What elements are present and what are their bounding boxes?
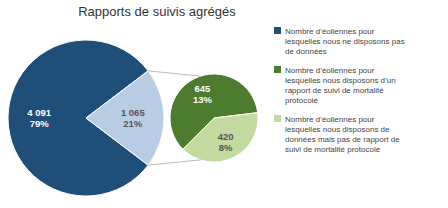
connector bbox=[148, 71, 201, 76]
legend-swatch bbox=[274, 66, 281, 73]
text-line: Nombre d’éoliennes pour bbox=[285, 66, 375, 75]
text-line: 420 bbox=[218, 131, 234, 142]
text-line: lesquelles nous disposons de bbox=[285, 125, 390, 134]
legend: Nombre d’éoliennes pourlesquelles nous n… bbox=[274, 27, 405, 154]
legend-entry: Nombre d’éoliennes pourlesquelles nous d… bbox=[285, 115, 400, 154]
chart: Rapports de suivis agrégés 4 09179% 1 0652… bbox=[0, 0, 448, 208]
data-label: 4 09179% bbox=[27, 107, 51, 129]
slice bbox=[8, 40, 148, 196]
text-line: 1 065 bbox=[121, 107, 145, 118]
text-line: 13% bbox=[193, 94, 213, 105]
slice bbox=[86, 71, 164, 165]
text-line: Nombre d’éoliennes pour bbox=[285, 115, 375, 124]
text-line: suivi de mortalité protocolé bbox=[285, 145, 381, 154]
connector bbox=[148, 160, 201, 165]
text-line: de données bbox=[285, 47, 327, 56]
legend-swatch bbox=[274, 27, 281, 34]
legend-entry: Nombre d’éoliennes pourlesquelles nous d… bbox=[285, 66, 396, 105]
slice bbox=[183, 113, 258, 162]
data-label: 1 06521% bbox=[121, 107, 145, 129]
pie bbox=[170, 74, 258, 162]
text-line: lesquelles nous disposons d’un bbox=[285, 76, 396, 85]
text-line: 4 091 bbox=[27, 107, 51, 118]
title: Rapports de suivis agrégés bbox=[78, 4, 236, 19]
text-line: données mais pas de rapport de bbox=[285, 135, 400, 144]
text-line: 645 bbox=[195, 83, 212, 94]
text-line: 21% bbox=[123, 118, 143, 129]
text-line: protocolé bbox=[285, 96, 318, 105]
text-line: Nombre d’éoliennes pour bbox=[285, 27, 375, 36]
legend-swatch bbox=[274, 115, 281, 122]
text-line: 79% bbox=[30, 118, 50, 129]
text-line: lesquelles nous ne disposons pas bbox=[285, 37, 405, 46]
data-label: 4208% bbox=[218, 131, 234, 153]
pie bbox=[8, 40, 164, 196]
text-line: rapport de suivi de mortalité bbox=[285, 86, 384, 95]
text-line: 8% bbox=[219, 142, 233, 153]
legend-entry: Nombre d’éoliennes pourlesquelles nous n… bbox=[285, 27, 405, 56]
data-label: 64513% bbox=[193, 83, 213, 105]
